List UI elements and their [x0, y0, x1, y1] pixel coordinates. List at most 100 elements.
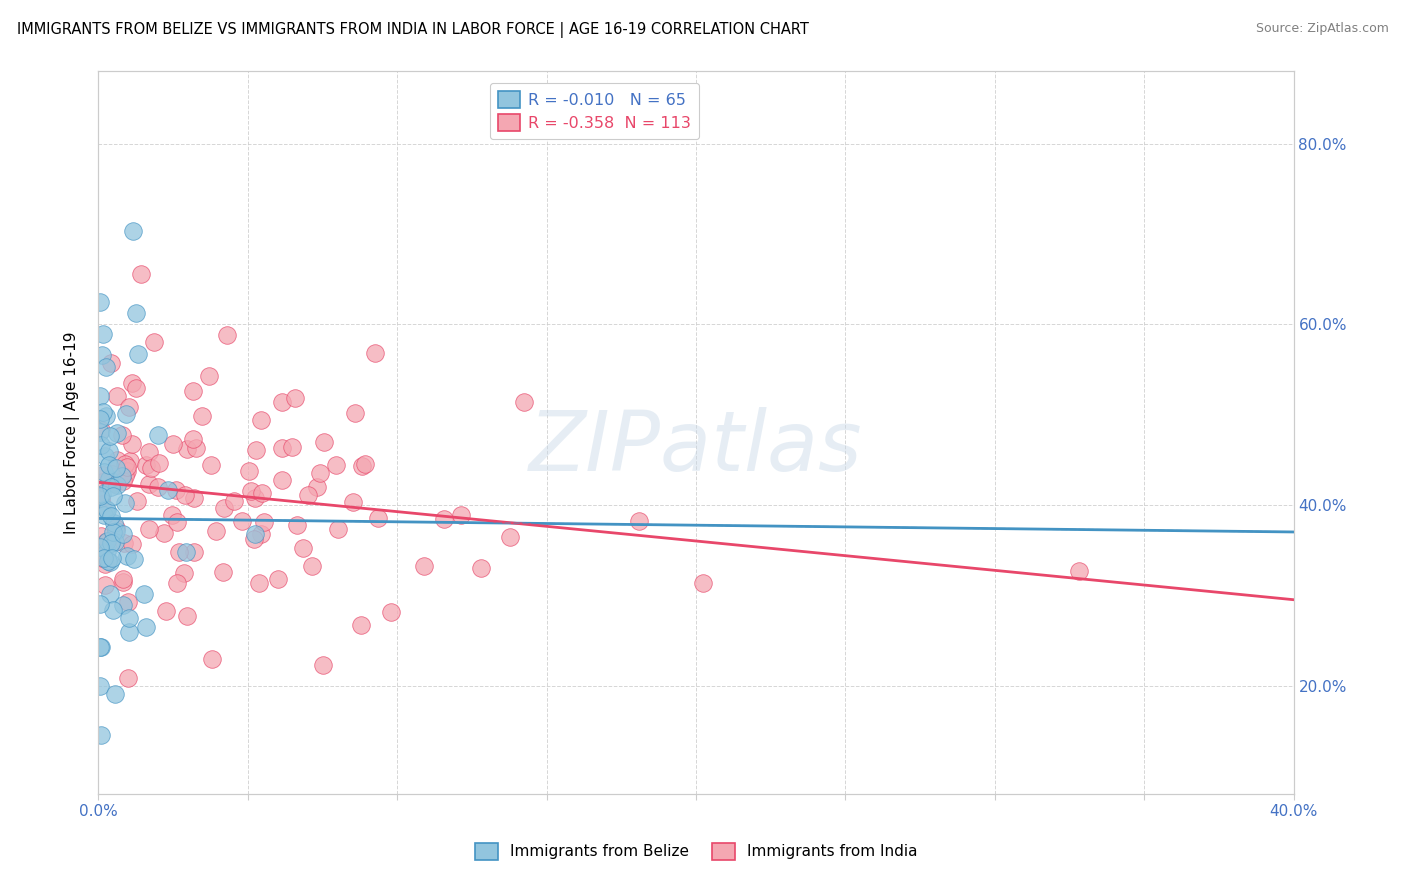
Point: [222, 494, 245, 508]
Point: [115, 464, 138, 478]
Point: [252, 486, 274, 500]
Point: [90, 491, 112, 505]
Point: [135, 458, 157, 472]
Point: [104, 460, 127, 475]
Point: [156, 483, 179, 497]
Point: [118, 400, 141, 414]
Point: [499, 530, 522, 544]
Point: [93, 465, 115, 479]
Point: [96, 503, 118, 517]
Point: [470, 561, 492, 575]
Text: ZIPatlas: ZIPatlas: [529, 407, 863, 488]
Point: [291, 541, 314, 555]
Point: [112, 572, 135, 586]
Point: [173, 566, 195, 580]
Point: [285, 517, 308, 532]
Point: [105, 426, 128, 441]
Point: [111, 599, 134, 613]
Point: [205, 524, 228, 538]
Point: [239, 484, 262, 499]
Point: [165, 483, 187, 497]
Point: [125, 306, 148, 320]
Point: [101, 490, 124, 504]
Point: [112, 575, 135, 590]
Point: [127, 493, 149, 508]
Point: [253, 516, 276, 530]
Point: [692, 575, 714, 590]
Point: [173, 488, 195, 502]
Point: [153, 526, 176, 541]
Point: [89, 541, 111, 555]
Point: [91, 487, 114, 501]
Point: [138, 476, 160, 491]
Point: [176, 442, 198, 457]
Point: [105, 524, 128, 539]
Point: [100, 356, 122, 370]
Point: [89, 597, 111, 611]
Point: [155, 603, 177, 617]
Point: [312, 658, 335, 673]
Point: [91, 467, 114, 482]
Point: [250, 527, 273, 541]
Point: [100, 536, 122, 550]
Point: [98, 444, 121, 458]
Point: [174, 545, 197, 559]
Point: [115, 407, 138, 421]
Point: [96, 543, 118, 558]
Point: [139, 461, 162, 475]
Point: [284, 391, 307, 405]
Point: [350, 459, 373, 474]
Point: [98, 555, 121, 569]
Point: [97, 458, 120, 473]
Point: [94, 449, 117, 463]
Point: [118, 610, 141, 624]
Point: [271, 395, 294, 409]
Text: Source: ZipAtlas.com: Source: ZipAtlas.com: [1256, 22, 1389, 36]
Point: [167, 545, 190, 559]
Point: [111, 468, 134, 483]
Point: [166, 516, 188, 530]
Point: [91, 405, 114, 419]
Point: [191, 409, 214, 423]
Point: [121, 376, 143, 391]
Point: [118, 454, 141, 468]
Point: [114, 457, 136, 471]
Point: [413, 558, 436, 573]
Point: [89, 640, 111, 654]
Point: [90, 475, 112, 489]
Point: [242, 533, 264, 547]
Point: [91, 326, 114, 341]
Point: [121, 437, 143, 451]
Point: [93, 558, 115, 572]
Point: [90, 640, 112, 654]
Point: [215, 327, 238, 342]
Point: [112, 535, 135, 549]
Point: [96, 534, 118, 549]
Point: [314, 434, 336, 449]
Point: [98, 429, 121, 443]
Point: [325, 458, 347, 472]
Point: [343, 406, 366, 420]
Point: [364, 345, 387, 359]
Point: [160, 508, 183, 522]
Point: [110, 427, 132, 442]
Point: [103, 524, 125, 539]
Point: [367, 511, 389, 525]
Point: [184, 441, 207, 455]
Y-axis label: In Labor Force | Age 16-19: In Labor Force | Age 16-19: [63, 331, 80, 534]
Point: [103, 516, 125, 530]
Point: [243, 491, 266, 505]
Point: [100, 509, 122, 524]
Point: [90, 438, 112, 452]
Point: [101, 467, 124, 481]
Point: [89, 489, 111, 503]
Point: [198, 368, 221, 383]
Point: [115, 549, 138, 563]
Point: [200, 458, 222, 472]
Point: [627, 515, 650, 529]
Point: [121, 537, 143, 551]
Point: [93, 550, 115, 565]
Point: [309, 466, 332, 480]
Point: [93, 508, 115, 523]
Point: [91, 550, 114, 565]
